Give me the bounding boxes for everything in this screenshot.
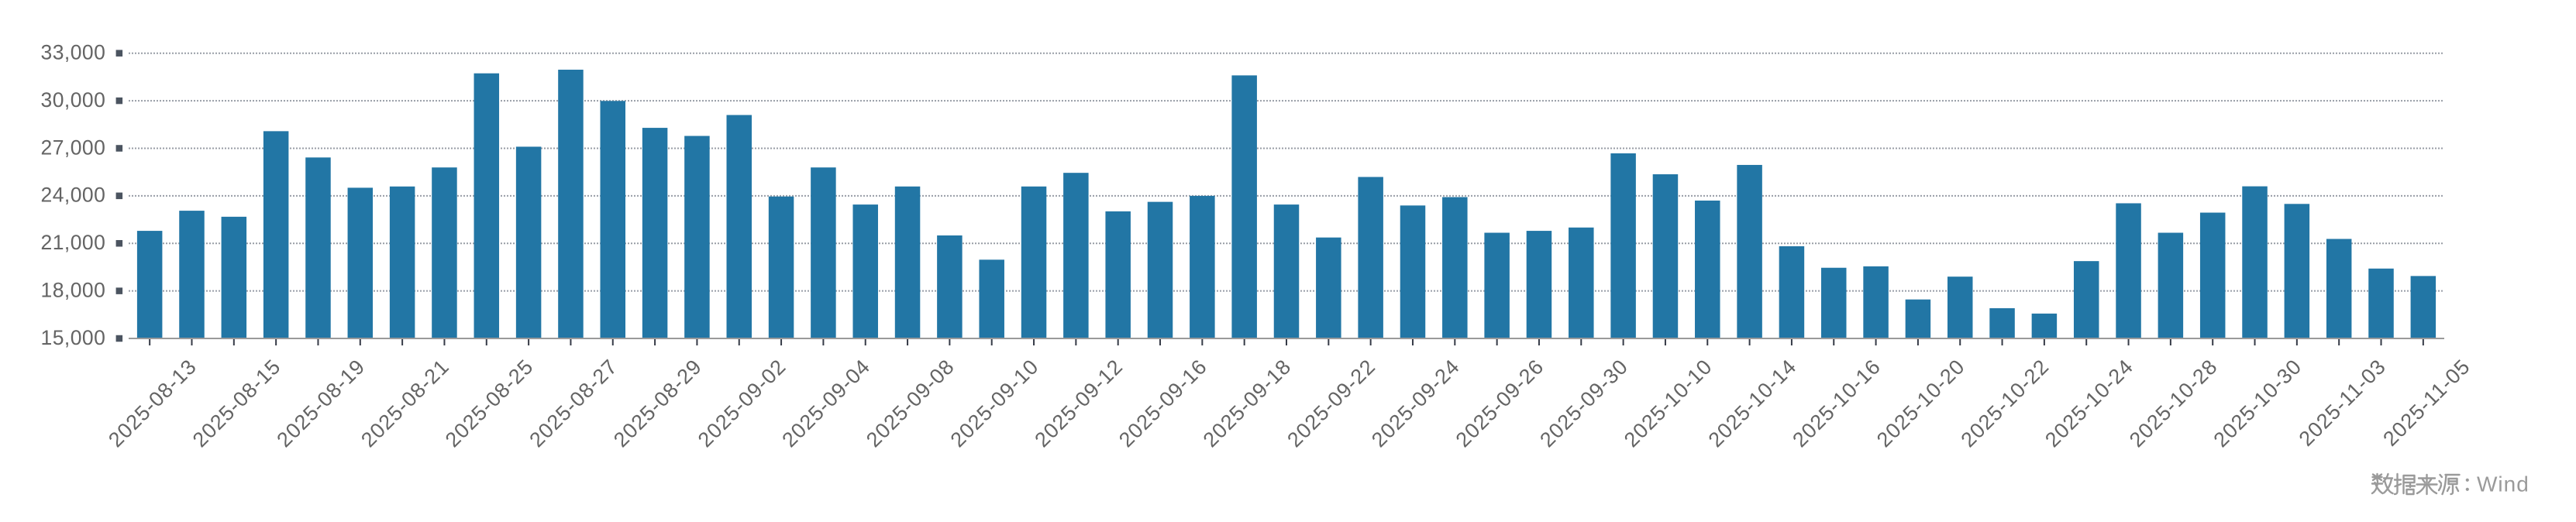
svg-text:Wind: Wind	[2477, 472, 2530, 496]
svg-text:18,000: 18,000	[41, 278, 106, 301]
svg-text:30,000: 30,000	[41, 88, 106, 112]
svg-text:33,000: 33,000	[41, 41, 106, 64]
svg-text:21,000: 21,000	[41, 231, 106, 254]
svg-text:15,000: 15,000	[41, 326, 106, 349]
svg-text:27,000: 27,000	[41, 136, 106, 159]
svg-text:24,000: 24,000	[41, 184, 106, 207]
